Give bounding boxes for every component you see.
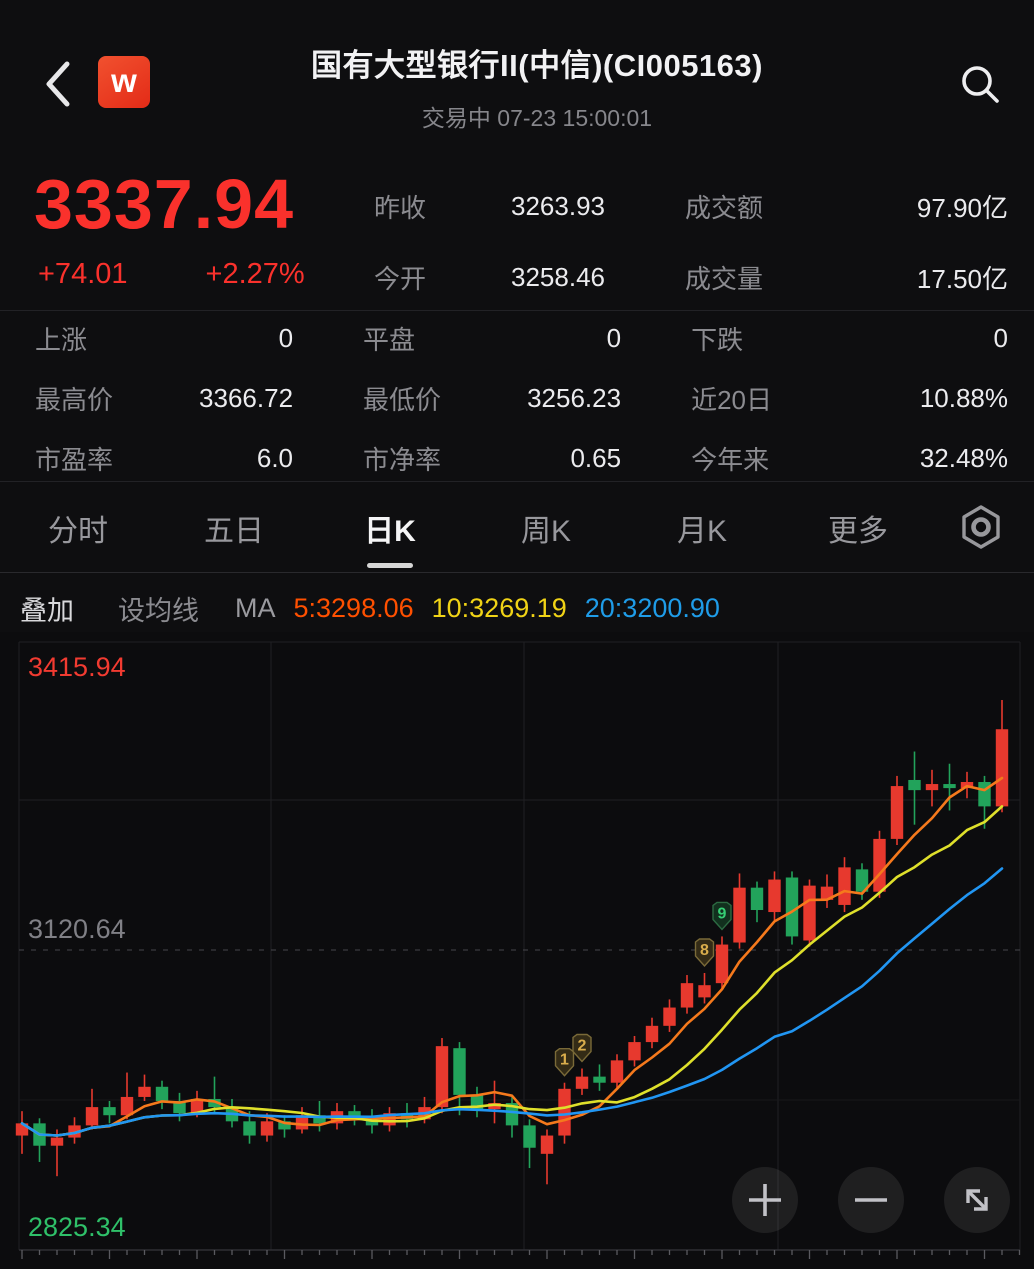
tab-more[interactable]: 更多 — [828, 515, 888, 548]
stat-label: 成交额 — [685, 193, 764, 223]
stats-grid: 上涨 0 平盘 0 下跌 0 最高价 3366.72 最低价 3256.23 近… — [35, 320, 1008, 477]
price-change-row: +74.01 +2.27% — [38, 258, 338, 291]
svg-text:8: 8 — [700, 942, 709, 959]
trading-status: 交易中 07-23 15:00:01 — [421, 105, 653, 131]
page-title: 国有大型银行II(中信)(CI005163) — [311, 48, 763, 83]
tab-daily-k[interactable]: 日K — [312, 486, 468, 570]
svg-text:3120.64: 3120.64 — [28, 914, 126, 944]
quote-side-stats: 昨收 3263.93 成交额 97.90亿 今开 3258.46 成交量 17.… — [374, 188, 1008, 296]
stat-value: 97.90亿 — [916, 193, 1008, 223]
stat-value: 0 — [993, 323, 1008, 353]
stat-label: 上涨 — [35, 325, 88, 355]
wind-logo: w — [98, 56, 150, 108]
stat-label: 近20日 — [691, 385, 772, 415]
zoom-out-button[interactable] — [838, 1167, 904, 1233]
ma20-readout: 20:3200.90 — [584, 592, 720, 623]
price-change-pct: +2.27% — [205, 258, 305, 290]
stat-label: 平盘 — [363, 325, 416, 355]
divider — [0, 310, 1034, 311]
stat-value: 0 — [278, 323, 294, 353]
zoom-in-button[interactable] — [732, 1167, 798, 1233]
stat-value: 3256.23 — [527, 383, 622, 413]
stat-value: 32.48% — [919, 443, 1008, 473]
tab-5day[interactable]: 五日 — [204, 515, 264, 548]
ma-toolbar: 叠加 设均线 MA 5:3298.06 10:3269.19 20:3200.9… — [20, 588, 1034, 628]
stat-value: 0.65 — [570, 443, 622, 473]
svg-text:9: 9 — [718, 905, 727, 922]
svg-text:2: 2 — [578, 1037, 587, 1054]
tab-weekly-k[interactable]: 周K — [520, 515, 571, 548]
header: w 国有大型银行II(中信)(CI005163) 交易中 07-23 15:00… — [0, 0, 1034, 150]
stat-value: 10.88% — [919, 383, 1008, 413]
stat-label: 今年来 — [691, 445, 770, 475]
tab-minute[interactable]: 分时 — [48, 515, 108, 548]
kline-chart[interactable]: 3415.94 3120.64 2825.34 1 2 8 9 — [0, 632, 1034, 1269]
ma5-readout: 5:3298.06 — [293, 592, 414, 623]
search-button[interactable] — [948, 52, 1012, 116]
stat-value: 3258.46 — [511, 262, 605, 292]
plus-icon — [749, 1184, 781, 1216]
stat-label: 成交量 — [685, 264, 764, 294]
period-tabs: 分时 五日 日K 周K 月K 更多 — [0, 486, 938, 570]
stat-label: 最低价 — [363, 385, 442, 415]
stat-value: 6.0 — [256, 443, 294, 473]
stat-value: 0 — [606, 323, 622, 353]
ma-label: MA — [235, 592, 276, 623]
active-tab-underline — [367, 563, 413, 568]
stat-label: 今开 — [374, 264, 427, 294]
candlestick-canvas[interactable]: 3415.94 3120.64 2825.34 12 8 9 — [0, 632, 1034, 1269]
wind-logo-letter: w — [111, 61, 137, 99]
stat-label: 市净率 — [363, 445, 442, 475]
divider — [0, 481, 1034, 482]
overlay-button[interactable]: 叠加 — [20, 595, 74, 626]
fullscreen-button[interactable] — [944, 1167, 1010, 1233]
price-change: +74.01 — [38, 258, 128, 290]
back-button[interactable] — [30, 52, 86, 116]
stat-label: 下跌 — [691, 325, 744, 355]
search-icon — [962, 66, 999, 103]
stat-value: 3263.93 — [511, 191, 605, 221]
divider — [0, 572, 1034, 573]
svg-text:3415.94: 3415.94 — [28, 652, 126, 682]
chart-settings-button[interactable] — [946, 492, 1016, 562]
tab-monthly-k[interactable]: 月K — [676, 515, 727, 548]
svg-text:1: 1 — [560, 1052, 569, 1069]
stat-label: 最高价 — [35, 385, 114, 415]
title-block: 国有大型银行II(中信)(CI005163) 交易中 07-23 15:00:0… — [160, 40, 914, 133]
expand-arrows-icon — [966, 1189, 988, 1211]
set-ma-button[interactable]: 设均线 — [118, 595, 199, 626]
last-price: 3337.94 — [34, 165, 295, 243]
stat-value: 17.50亿 — [916, 264, 1008, 294]
ma10-readout: 10:3269.19 — [431, 592, 567, 623]
chevron-left-icon — [46, 61, 70, 107]
svg-text:2825.34: 2825.34 — [28, 1212, 126, 1242]
chart-settings-icon — [962, 505, 1000, 549]
minus-icon — [855, 1198, 887, 1202]
stat-label: 昨收 — [374, 193, 427, 223]
stat-label: 市盈率 — [35, 445, 114, 475]
stat-value: 3366.72 — [199, 383, 294, 413]
